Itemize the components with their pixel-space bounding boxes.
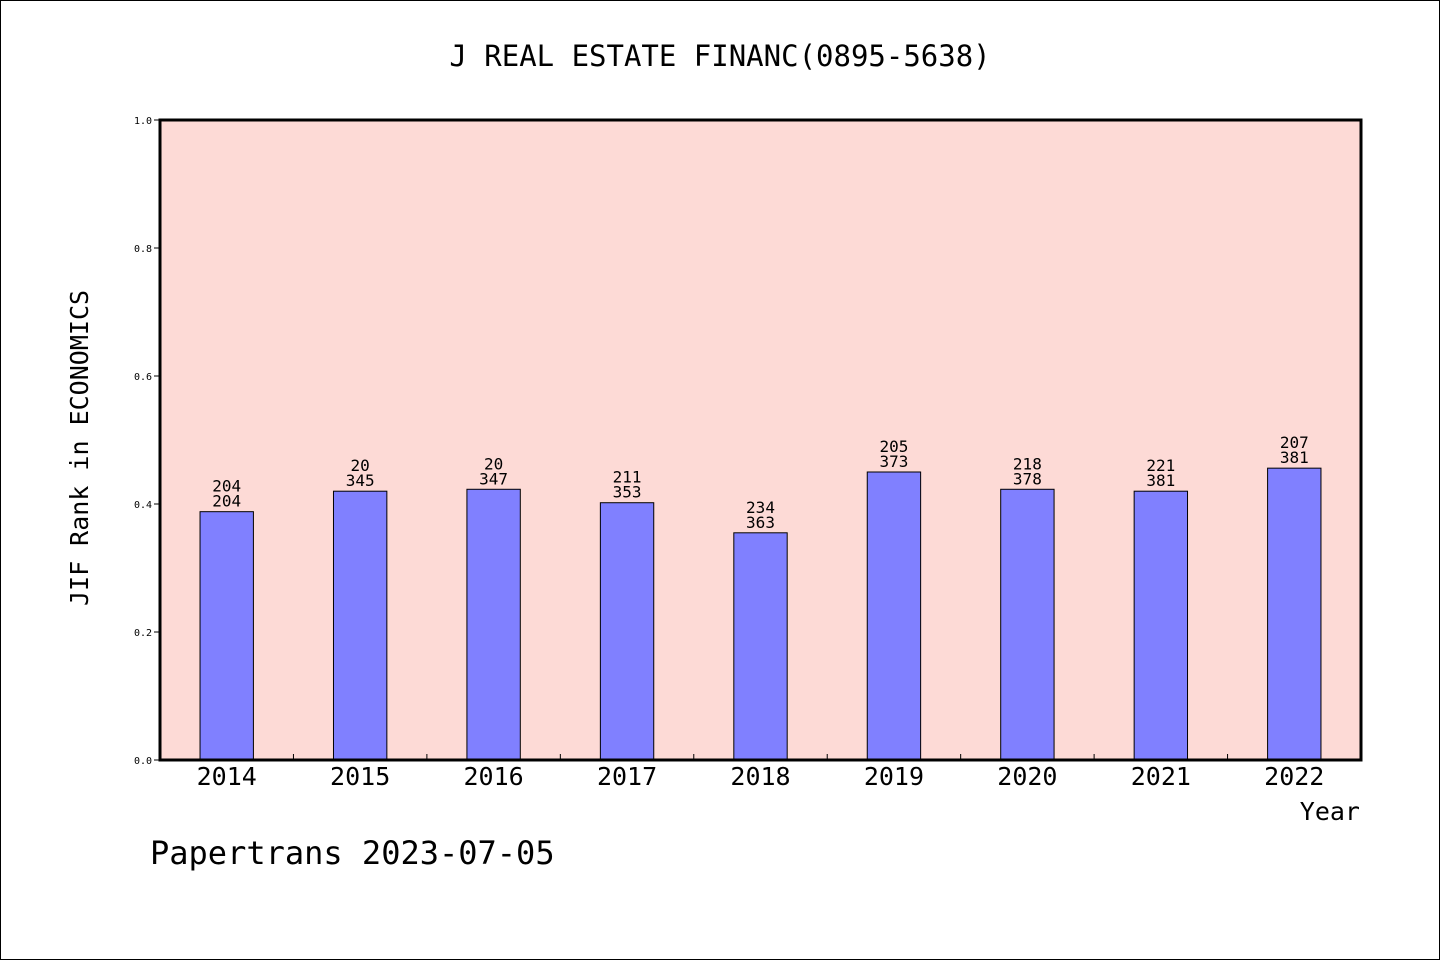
bar-label-top: 221: [1146, 456, 1175, 475]
y-axis-ticks: 0.0 0.2 0.4 0.6 0.8 1.0: [134, 116, 160, 767]
x-tick-label: 2018: [730, 762, 790, 791]
bar-label-top: 20: [351, 456, 370, 475]
bar-label-bottom: 373: [879, 452, 908, 471]
y-tick-label: 0.8: [134, 244, 152, 255]
bar-2016: [466, 488, 521, 761]
x-tick-label: 2017: [597, 762, 657, 791]
bar-label-top: 211: [613, 468, 642, 487]
bar-label-top: 205: [879, 437, 908, 456]
y-axis-label: JIF Rank in ECONOMICS: [65, 290, 94, 606]
bar-label-bottom: 378: [1013, 469, 1042, 488]
plot-border: [158, 118, 1363, 762]
y-tick-label: 0.4: [134, 500, 152, 511]
bar-label-top: 20: [484, 454, 503, 473]
bar-2022: [1267, 467, 1322, 761]
x-tick-label: 2014: [197, 762, 257, 791]
y-tick-label: 0.6: [134, 372, 152, 383]
x-tick-label: 2021: [1131, 762, 1191, 791]
x-tick-label: 2016: [464, 762, 524, 791]
footer-watermark: Papertrans 2023-07-05: [150, 834, 555, 872]
chart-title: J REAL ESTATE FINANC(0895-5638): [449, 39, 990, 73]
bar-2014: [199, 511, 254, 761]
bar-label-bottom: 347: [479, 469, 508, 488]
bar-2015: [332, 490, 388, 761]
bar-2021: [1133, 490, 1189, 761]
bar-2020: [1000, 488, 1055, 761]
bar-label-bottom: 204: [212, 492, 241, 511]
bar-label-top: 204: [212, 477, 241, 496]
bar-label-bottom: 381: [1146, 471, 1175, 490]
x-tick-label: 2020: [997, 762, 1057, 791]
bar-label-bottom: 381: [1280, 448, 1309, 467]
bar-2018: [733, 532, 788, 761]
y-tick-label: 1.0: [134, 116, 152, 127]
x-tick-label: 2019: [864, 762, 924, 791]
y-tick-label: 0.0: [134, 756, 152, 767]
bar-label-bottom: 353: [613, 483, 642, 502]
bar-2017: [599, 502, 655, 761]
x-tick-label: 2022: [1264, 762, 1324, 791]
x-axis-ticks: 2014 2015 2016 2017 2018 2019 2020 2021 2022: [197, 754, 1324, 791]
bar-label-top: 234: [746, 498, 775, 517]
bar-label-bottom: 345: [346, 471, 375, 490]
x-tick-label: 2015: [330, 762, 390, 791]
bar-label-bottom: 363: [746, 513, 775, 532]
x-axis-label: Year: [1300, 797, 1360, 826]
bar-label-top: 207: [1280, 433, 1309, 452]
y-tick-label: 0.2: [134, 628, 152, 639]
bar-label-top: 218: [1013, 454, 1042, 473]
bar-2019: [866, 471, 922, 761]
